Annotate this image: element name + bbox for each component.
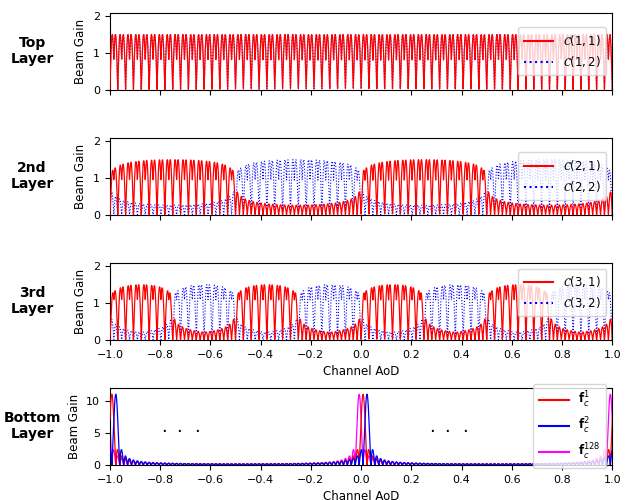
Text: Top
Layer: Top Layer <box>10 36 54 66</box>
Text: $\cdot\ \cdot\ \cdot$: $\cdot\ \cdot\ \cdot$ <box>161 420 200 438</box>
Y-axis label: Beam Gain: Beam Gain <box>75 144 87 209</box>
X-axis label: Channel AoD: Channel AoD <box>323 365 399 378</box>
Y-axis label: Beam Gain: Beam Gain <box>75 18 87 84</box>
Y-axis label: Beam Gain: Beam Gain <box>75 268 87 334</box>
Legend: $\mathcal{C}(3,1)$, $\mathcal{C}(3,2)$: $\mathcal{C}(3,1)$, $\mathcal{C}(3,2)$ <box>517 268 607 316</box>
Text: Bottom
Layer: Bottom Layer <box>3 412 61 442</box>
Legend: $\mathcal{C}(1,1)$, $\mathcal{C}(1,2)$: $\mathcal{C}(1,1)$, $\mathcal{C}(1,2)$ <box>517 28 607 75</box>
Legend: $\mathcal{C}(2,1)$, $\mathcal{C}(2,2)$: $\mathcal{C}(2,1)$, $\mathcal{C}(2,2)$ <box>517 152 607 200</box>
Legend: $\mathbf{f}_c^1$, $\mathbf{f}_c^2$, $\mathbf{f}_c^{128}$: $\mathbf{f}_c^1$, $\mathbf{f}_c^2$, $\ma… <box>533 384 607 468</box>
Text: $\cdot\ \cdot\ \cdot$: $\cdot\ \cdot\ \cdot$ <box>430 420 468 438</box>
X-axis label: Channel AoD: Channel AoD <box>323 490 399 500</box>
Text: 2nd
Layer: 2nd Layer <box>10 161 54 192</box>
Y-axis label: Beam Gain: Beam Gain <box>68 394 80 459</box>
Text: 3rd
Layer: 3rd Layer <box>10 286 54 316</box>
